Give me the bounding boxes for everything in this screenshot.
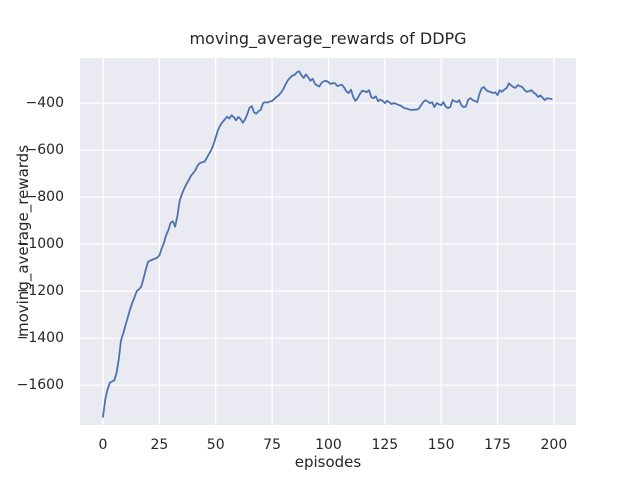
x-tick-label: 25 (150, 437, 169, 453)
x-axis-label: episodes (294, 453, 362, 471)
chart-title: moving_average_rewards of DDPG (189, 29, 467, 48)
y-tick-label: −1600 (16, 377, 64, 394)
x-tick-label: 175 (484, 437, 511, 453)
plot-area (80, 58, 576, 425)
y-tick-label: −1400 (16, 330, 64, 347)
x-tick-label: 200 (540, 437, 568, 453)
x-tick-label: 0 (98, 437, 108, 453)
y-tick-label: −1200 (16, 283, 64, 300)
y-tick-label: −800 (25, 189, 64, 206)
y-tick-label: −400 (25, 95, 64, 112)
x-tick-label: 150 (427, 437, 455, 453)
x-tick-label: 50 (206, 437, 225, 453)
x-tick-label: 100 (315, 437, 342, 453)
x-tick-label: 125 (371, 437, 399, 453)
y-tick-label: −1000 (16, 236, 64, 253)
line-chart-canvas (80, 58, 576, 425)
reward-line (102, 70, 553, 418)
x-tick-label: 75 (263, 437, 281, 453)
y-tick-label: −600 (25, 142, 64, 159)
